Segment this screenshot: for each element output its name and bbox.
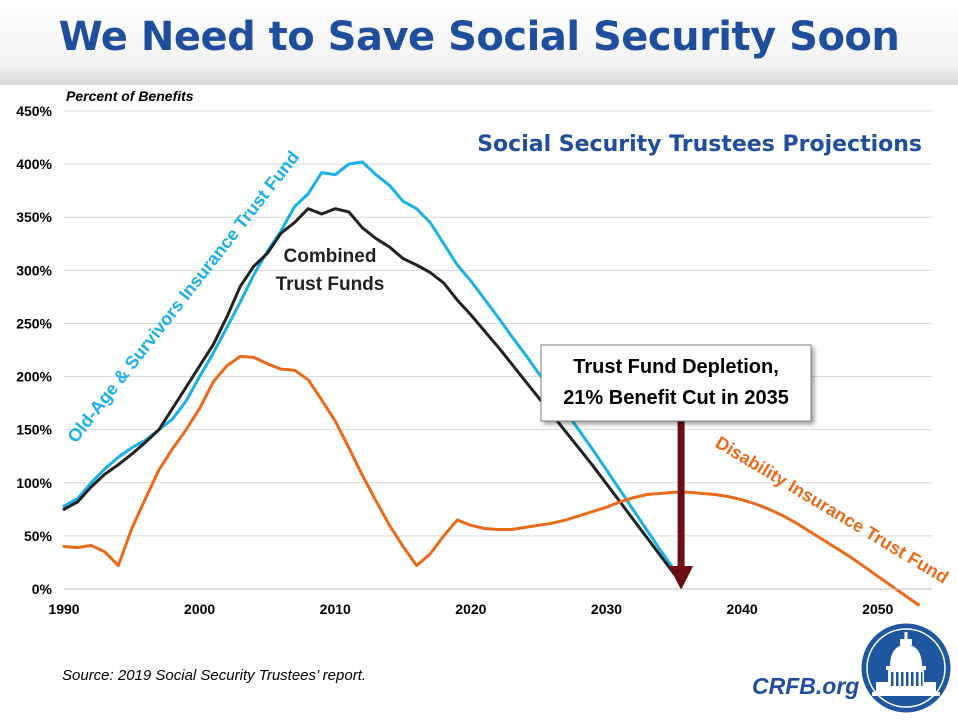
series-line-combined	[62, 207, 676, 576]
x-tick-label: 2050	[862, 601, 893, 617]
series-label-combined-2: Trust Funds	[276, 274, 385, 295]
y-tick-label: 450%	[16, 103, 52, 119]
y-tick-label: 200%	[16, 369, 52, 385]
y-tick-label: 150%	[16, 422, 52, 438]
x-tick-label: 2000	[184, 601, 215, 617]
page-title: We Need to Save Social Security Soon	[58, 14, 900, 60]
x-tick-label: 2020	[455, 601, 486, 617]
brand-label: CRFB.org	[752, 673, 860, 699]
capitol-logo-icon	[858, 622, 954, 716]
title-band	[0, 0, 958, 85]
series-line-di	[62, 354, 920, 607]
depletion-callout-line2: 21% Benefit Cut in 2035	[563, 387, 789, 409]
y-tick-label: 0%	[32, 581, 53, 597]
depletion-callout-box	[540, 344, 812, 422]
chart-title: Social Security Trustees Projections	[477, 132, 922, 157]
y-tick-label: 400%	[16, 156, 52, 172]
y-tick-label: 250%	[16, 315, 52, 331]
x-tick-label: 2040	[727, 601, 758, 617]
depletion-arrow-head	[669, 566, 694, 590]
y-tick-label: 50%	[24, 528, 53, 544]
y-tick-label: 350%	[16, 209, 52, 225]
y-tick-label: 100%	[16, 475, 52, 491]
series-label-di: Disability Insurance Trust Fund	[712, 432, 952, 587]
series-label-combined: Combined	[284, 246, 377, 267]
series-label-oasi: Old-Age & Survivors Insurance Trust Fund	[63, 147, 303, 446]
source-note: Source: 2019 Social Security Trustees’ r…	[62, 667, 367, 684]
y-tick-label: 300%	[16, 262, 52, 278]
x-tick-label: 1990	[48, 601, 79, 617]
y-axis-label: Percent of Benefits	[66, 88, 194, 104]
depletion-callout-line1: Trust Fund Depletion,	[573, 356, 779, 378]
x-tick-label: 2010	[320, 601, 351, 617]
x-tick-label: 2030	[591, 601, 622, 617]
